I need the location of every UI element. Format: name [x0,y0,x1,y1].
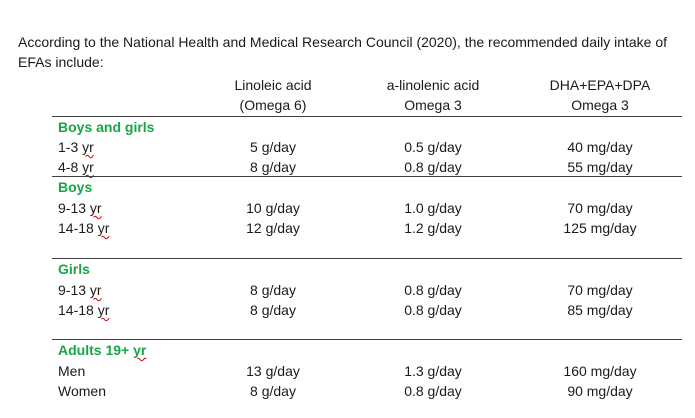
age-range: 9-13 [58,282,87,298]
cell-la: 12 g/day [246,220,300,236]
age-range: 14-18 [58,220,94,236]
cell-dha: 90 mg/day [567,383,633,399]
cell-ala: 1.3 g/day [404,363,462,379]
header-linoleic-line2: (Omega 6) [239,97,307,113]
age-range: 9-13 [58,200,87,216]
age-unit: yr [82,159,94,175]
table-rule [52,116,682,117]
table-rule [52,258,682,259]
header-alinolenic-line1: a-linolenic acid [386,77,480,93]
cell-dha: 55 mg/day [567,159,633,175]
age-unit: yr [89,282,102,298]
age-unit: yr [97,302,110,318]
cell-ala: 0.8 g/day [404,159,462,175]
cell-ala: 0.5 g/day [404,139,462,155]
age-range: 4-8 [58,159,79,175]
cell-ala: 0.8 g/day [404,302,462,318]
cell-dha: 125 mg/day [563,220,637,236]
cell-la: 8 g/day [250,302,296,318]
cell-dha: 85 mg/day [567,302,633,318]
header-dha-epa-dpa: DHA+EPA+DPA Omega 3 [540,75,660,115]
header-alinolenic-line2: Omega 3 [404,97,462,113]
header-alinolenic: a-linolenic acid Omega 3 [373,75,493,115]
cell-la: 10 g/day [246,200,300,216]
cell-ala: 1.0 g/day [404,200,462,216]
adults-title-prefix: Adults 19+ [58,342,130,358]
cell-ala: 0.8 g/day [404,282,462,298]
row-label-boys-girls-4-8: 4-8 yr [58,157,94,177]
row-label-girls-14-18: 14-18 yr [58,300,109,320]
row-label-men: Men [58,363,86,379]
cell-dha: 70 mg/day [567,200,633,216]
cell-dha: 160 mg/day [563,363,637,379]
row-label-boys-9-13: 9-13 yr [58,198,102,218]
cell-la: 8 g/day [250,282,296,298]
group-title-girls: Girls [58,261,90,277]
age-range: 1-3 [58,139,79,155]
adults-title-unit: yr [133,342,147,358]
table-rule [52,176,682,177]
age-range: 14-18 [58,302,94,318]
header-dha-line2: Omega 3 [571,97,629,113]
age-unit: yr [89,200,102,216]
group-title-adults: Adults 19+ yr [58,340,146,360]
cell-dha: 70 mg/day [567,282,633,298]
cell-la: 5 g/day [250,139,296,155]
header-linoleic: Linoleic acid (Omega 6) [213,75,333,115]
header-dha-line1: DHA+EPA+DPA [549,77,651,93]
cell-dha: 40 mg/day [567,139,633,155]
intro-paragraph: According to the National Health and Med… [18,34,668,70]
row-label-boys-girls-1-3: 1-3 yr [58,137,94,157]
header-linoleic-line1: Linoleic acid [234,77,312,93]
cell-la: 8 g/day [250,383,296,399]
age-unit: yr [82,139,94,155]
row-label-girls-9-13: 9-13 yr [58,280,102,300]
cell-la: 13 g/day [246,363,300,379]
table-rule [52,339,682,340]
group-title-boys: Boys [58,179,93,195]
cell-ala: 1.2 g/day [404,220,462,236]
cell-ala: 0.8 g/day [404,383,462,399]
group-title-boys-girls: Boys and girls [58,119,155,135]
row-label-women: Women [58,383,106,399]
age-unit: yr [97,220,110,236]
cell-la: 8 g/day [250,159,296,175]
row-label-boys-14-18: 14-18 yr [58,218,109,238]
